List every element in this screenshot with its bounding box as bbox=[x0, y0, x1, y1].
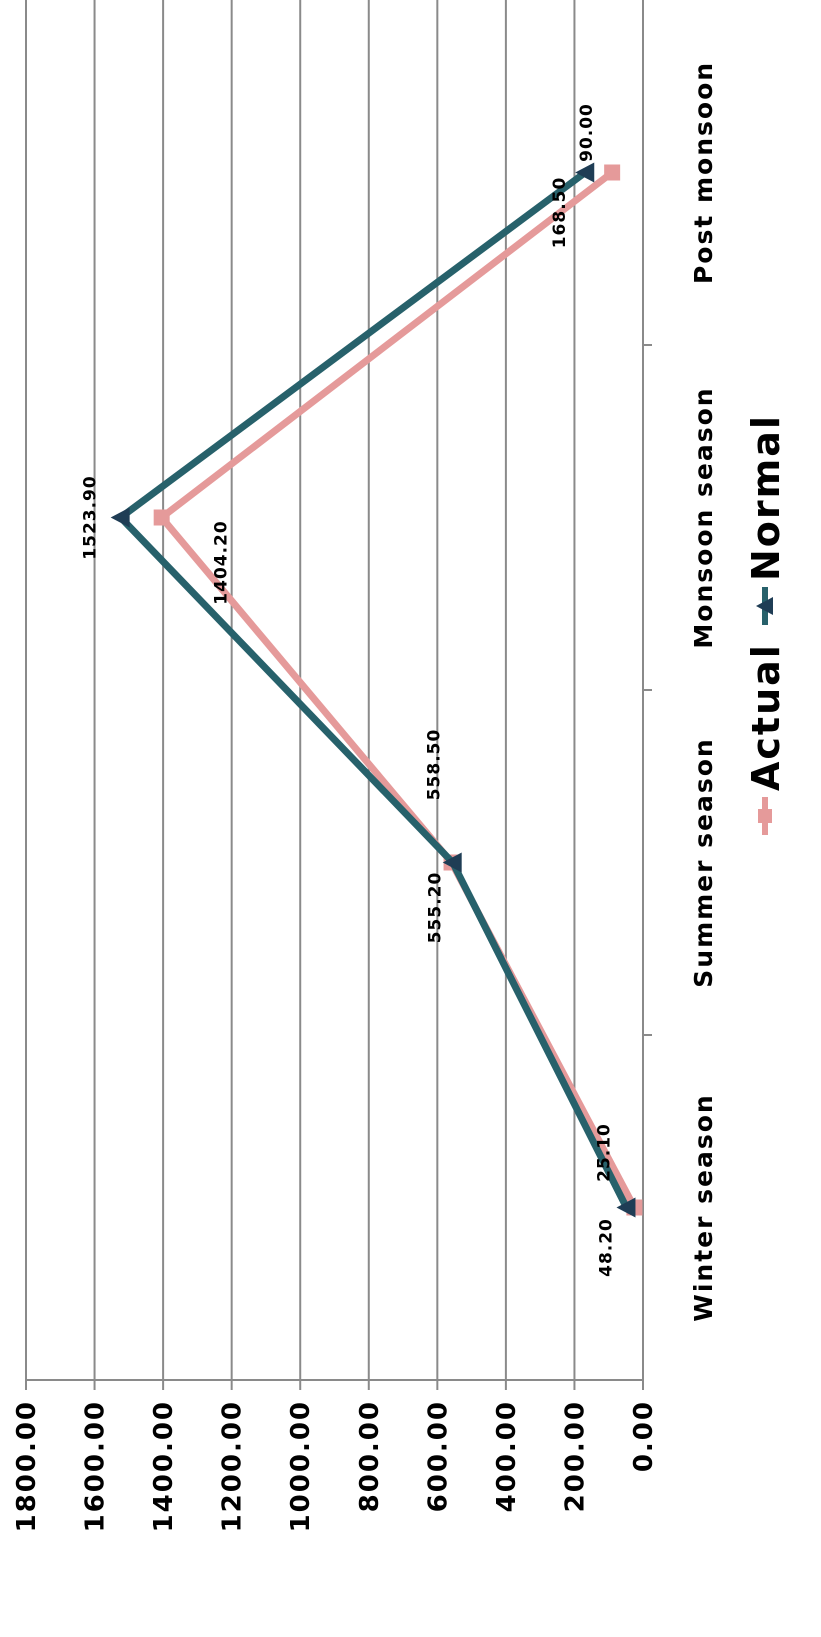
y-tick-label: 1800.00 bbox=[12, 1400, 42, 1532]
y-tick-label: 400.00 bbox=[492, 1400, 522, 1512]
normal-marker bbox=[442, 852, 462, 873]
data-labels: 25.10 558.50 1404.20 90.00 48.20 555.20 1523.9… bbox=[81, 103, 617, 1277]
axes bbox=[25, 0, 652, 1390]
data-label-normal: 1523.90 bbox=[81, 475, 101, 559]
category-label: Post monsoon bbox=[689, 61, 718, 284]
series-line-normal bbox=[115, 169, 630, 1210]
y-tick-label: 1200.00 bbox=[218, 1400, 248, 1532]
normal-marker bbox=[110, 507, 130, 528]
y-tick-labels: 0.00 200.00 400.00 600.00 800.00 1000.00 1200.… bbox=[12, 1400, 659, 1532]
legend-marker-actual bbox=[758, 809, 772, 823]
y-tick-label: 1600.00 bbox=[81, 1400, 111, 1532]
y-tick-label: 1000.00 bbox=[286, 1400, 316, 1532]
data-label-actual: 90.00 bbox=[577, 103, 597, 162]
series-group bbox=[110, 162, 643, 1218]
legend-label-normal: Normal bbox=[744, 414, 788, 581]
data-label-actual: 25.10 bbox=[594, 1123, 614, 1182]
legend-marker-normal bbox=[756, 597, 773, 615]
actual-marker bbox=[604, 164, 621, 181]
legend-label-actual: Actual bbox=[744, 643, 788, 791]
category-label: Monsoon season bbox=[689, 386, 718, 648]
data-label-normal: 168.50 bbox=[550, 177, 570, 249]
gridlines bbox=[25, 0, 576, 1380]
y-tick-label: 800.00 bbox=[355, 1400, 385, 1512]
y-tick-label: 600.00 bbox=[423, 1400, 453, 1512]
actual-marker bbox=[153, 509, 170, 526]
y-tick-label: 1400.00 bbox=[149, 1400, 179, 1532]
normal-marker bbox=[616, 1197, 636, 1218]
y-tick-label: 0.00 bbox=[629, 1400, 659, 1472]
category-label: Winter season bbox=[689, 1093, 718, 1321]
data-label-normal: 555.20 bbox=[426, 872, 446, 944]
data-label-actual: 558.50 bbox=[425, 729, 445, 801]
legend: Actual Normal bbox=[744, 414, 788, 835]
category-labels: Winter season Summer season Monsoon season… bbox=[689, 61, 718, 1322]
normal-marker bbox=[575, 162, 595, 183]
y-tick-label: 200.00 bbox=[560, 1400, 590, 1512]
category-label: Summer season bbox=[689, 737, 718, 987]
data-label-normal: 48.20 bbox=[596, 1218, 616, 1277]
data-label-actual: 1404.20 bbox=[212, 520, 232, 604]
